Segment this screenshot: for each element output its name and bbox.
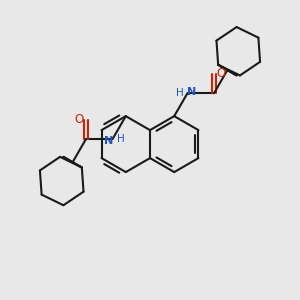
Text: N: N [187,87,196,97]
Text: O: O [75,113,84,126]
Text: N: N [104,136,114,146]
Text: H: H [176,88,184,98]
Text: O: O [216,67,225,80]
Text: H: H [117,134,124,144]
